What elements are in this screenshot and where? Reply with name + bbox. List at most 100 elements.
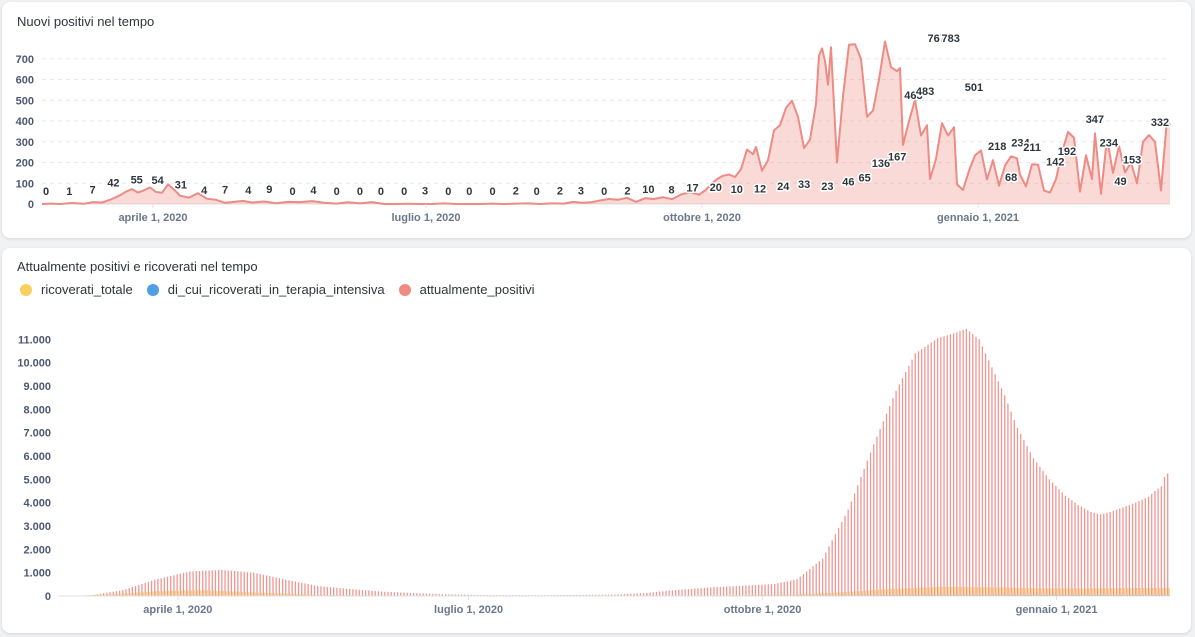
x-tick-label: ottobre 1, 2020 <box>663 212 741 224</box>
bar-attualmente_positivi <box>211 570 213 596</box>
data-label: 0 <box>466 186 472 198</box>
bar-attualmente_positivi <box>646 592 648 596</box>
bar-ricoverati_totale <box>1098 588 1100 596</box>
bar-ricoverati_totale <box>1040 588 1042 596</box>
x-tick-label: aprile 1, 2020 <box>143 604 212 616</box>
data-label: 46 <box>842 176 854 188</box>
y-tick-label: 100 <box>16 178 34 190</box>
bar-attualmente_positivi <box>742 585 744 596</box>
data-label: 234 <box>1011 137 1030 149</box>
bar-ricoverati_totale <box>951 586 953 596</box>
bar-attualmente_positivi <box>598 594 600 596</box>
bar-ricoverati_totale <box>983 587 985 596</box>
bar-di_cui_ricoverati_in_terapia_intensiva <box>912 594 915 596</box>
bar-attualmente_positivi <box>681 589 683 596</box>
bar-attualmente_positivi <box>924 346 926 596</box>
bar-attualmente_positivi <box>457 594 459 596</box>
bar-ricoverati_totale <box>973 587 975 596</box>
bar-di_cui_ricoverati_in_terapia_intensiva <box>951 594 953 596</box>
data-label: 332 <box>1151 117 1169 129</box>
bar-attualmente_positivi <box>857 485 859 596</box>
bar-attualmente_positivi <box>310 584 312 596</box>
bar-attualmente_positivi <box>841 521 843 596</box>
bar-attualmente_positivi <box>249 572 252 596</box>
data-label: 2 <box>557 186 563 198</box>
bar-ricoverati_totale <box>820 593 822 596</box>
bar-attualmente_positivi <box>93 594 95 596</box>
bar-attualmente_positivi <box>633 593 635 596</box>
data-label: 3 <box>578 185 584 197</box>
bar-attualmente_positivi <box>745 585 747 596</box>
bar-attualmente_positivi <box>339 588 341 596</box>
bar-attualmente_positivi <box>476 594 479 596</box>
data-label: 65 <box>859 173 871 185</box>
bar-ricoverati_totale <box>318 594 320 596</box>
bar-di_cui_ricoverati_in_terapia_intensiva <box>1015 594 1017 596</box>
bar-attualmente_positivi <box>930 342 932 596</box>
bar-attualmente_positivi <box>1093 512 1095 596</box>
bar-ricoverati_totale <box>133 592 135 596</box>
bar-attualmente_positivi <box>1071 500 1073 596</box>
bar-ricoverati_totale <box>98 594 100 596</box>
bar-attualmente_positivi <box>991 367 993 596</box>
data-label: 142 <box>1046 157 1064 169</box>
y-tick-label: 4.000 <box>23 498 51 510</box>
data-label: 1 <box>66 186 72 198</box>
bar-attualmente_positivi <box>783 581 785 596</box>
bar-attualmente_positivi <box>294 581 296 596</box>
bar-attualmente_positivi <box>591 594 594 596</box>
bar-attualmente_positivi <box>176 574 178 596</box>
bar-di_cui_ricoverati_in_terapia_intensiva <box>983 594 985 596</box>
bar-ricoverati_totale <box>296 594 298 596</box>
bar-ricoverati_totale <box>938 586 940 596</box>
bar-ricoverati_totale <box>104 594 106 596</box>
bar-attualmente_positivi <box>246 572 249 596</box>
data-label: 55 <box>131 175 143 187</box>
data-label: 192 <box>1058 146 1076 158</box>
bar-attualmente_positivi <box>790 580 792 596</box>
bar-attualmente_positivi <box>908 365 910 596</box>
bar-di_cui_ricoverati_in_terapia_intensiva <box>928 594 931 596</box>
active-positives-chart[interactable]: 0 1.000 2.000 3.000 4.000 5.000 6.000 7.000 8.00… <box>2 248 1191 633</box>
bar-attualmente_positivi <box>195 571 197 596</box>
bar-attualmente_positivi <box>834 534 837 596</box>
bar-attualmente_positivi <box>384 591 386 596</box>
bar-attualmente_positivi <box>652 592 654 596</box>
bar-attualmente_positivi <box>595 594 597 596</box>
bar-attualmente_positivi <box>617 594 619 596</box>
bar-ricoverati_totale <box>270 593 272 596</box>
bar-attualmente_positivi <box>256 573 258 596</box>
legend-item-ricoverati-totale[interactable]: ricoverati_totale <box>20 282 133 297</box>
data-label: 12 <box>754 184 766 196</box>
bar-attualmente_positivi <box>630 593 632 596</box>
data-label: 7 <box>89 185 95 197</box>
bar-ricoverati_totale <box>871 590 873 596</box>
bar-ricoverati_totale <box>280 593 282 596</box>
bar-attualmente_positivi <box>144 582 146 596</box>
bar-attualmente_positivi <box>1080 506 1083 596</box>
bar-attualmente_positivi <box>668 590 670 596</box>
bar-attualmente_positivi <box>186 572 188 596</box>
bar-attualmente_positivi <box>1042 470 1044 596</box>
x-tick-label: gennaio 1, 2021 <box>937 212 1019 224</box>
data-label: 767 <box>928 33 946 45</box>
bar-ricoverati_totale <box>136 592 138 596</box>
bar-ricoverati_totale <box>225 591 228 596</box>
bar-attualmente_positivi <box>416 593 418 596</box>
legend-item-attualmente-positivi[interactable]: attualmente_positivi <box>398 282 535 297</box>
bar-attualmente_positivi <box>837 528 840 596</box>
bar-di_cui_ricoverati_in_terapia_intensiva <box>932 594 934 596</box>
bar-attualmente_positivi <box>214 570 217 596</box>
legend-dot <box>398 283 411 296</box>
bar-attualmente_positivi <box>687 589 690 596</box>
bar-ricoverati_totale <box>813 593 816 596</box>
bar-attualmente_positivi <box>154 579 156 596</box>
legend-item-terapia-intensiva[interactable]: di_cui_ricoverati_in_terapia_intensiva <box>146 282 385 297</box>
bar-ricoverati_totale <box>1005 587 1007 596</box>
data-label: 4 <box>201 185 208 197</box>
bar-ricoverati_totale <box>1069 588 1071 596</box>
bar-attualmente_positivi <box>655 591 658 596</box>
bar-attualmente_positivi <box>1083 508 1086 596</box>
bar-attualmente_positivi <box>374 591 376 596</box>
